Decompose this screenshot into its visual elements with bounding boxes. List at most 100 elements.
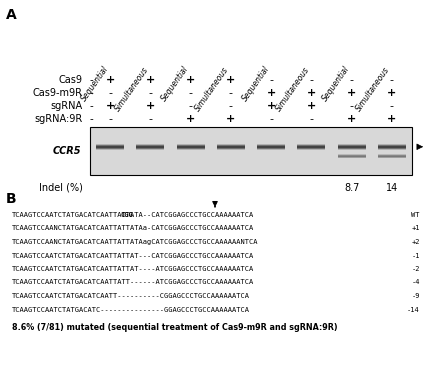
Text: B: B xyxy=(6,192,17,206)
Bar xyxy=(297,147,325,148)
Bar xyxy=(338,156,366,157)
Text: sgRNA:9R: sgRNA:9R xyxy=(35,114,83,124)
Bar xyxy=(297,144,325,145)
Bar xyxy=(338,147,366,148)
Text: -: - xyxy=(350,75,354,85)
Text: +: + xyxy=(347,114,356,124)
Text: -: - xyxy=(189,88,193,98)
Text: -: - xyxy=(229,101,233,111)
Text: +: + xyxy=(146,75,155,85)
Text: +: + xyxy=(226,114,235,124)
Bar xyxy=(338,148,366,149)
Bar xyxy=(378,156,406,157)
Text: TCAAGTCCAATCTATGACATCAATTATTATA--CATCGGAGCCCTGCCAAAAAATCA: TCAAGTCCAATCTATGACATCAATTATTATA--CATCGGA… xyxy=(12,212,254,218)
Text: Sequential: Sequential xyxy=(321,65,352,104)
Text: Cas9-m9R: Cas9-m9R xyxy=(33,88,83,98)
Text: +: + xyxy=(387,88,396,98)
Bar xyxy=(378,147,406,148)
Text: Sequential: Sequential xyxy=(79,65,110,104)
Text: -: - xyxy=(309,114,313,124)
Text: Simultaneous: Simultaneous xyxy=(193,65,231,113)
Bar xyxy=(257,147,285,148)
Bar xyxy=(96,147,124,148)
Bar xyxy=(96,144,124,145)
Text: -14: -14 xyxy=(407,307,420,312)
Bar xyxy=(137,144,164,145)
Bar xyxy=(257,146,285,147)
Bar xyxy=(378,145,406,146)
Bar xyxy=(96,146,124,147)
Text: 8.6% (7/81) mutated (sequential treatment of Cas9-m9R and sgRNA:9R): 8.6% (7/81) mutated (sequential treatmen… xyxy=(12,323,338,332)
Bar xyxy=(338,149,366,150)
Text: TCAAGTCCAATCTATGACATC---------------GGAGCCCTGCCAAAAAATCA: TCAAGTCCAATCTATGACATC---------------GGAG… xyxy=(12,307,250,312)
Bar xyxy=(338,154,366,155)
Bar xyxy=(378,149,406,150)
Text: Indel (%): Indel (%) xyxy=(39,183,83,193)
Text: 14: 14 xyxy=(386,183,398,193)
Bar xyxy=(257,144,285,145)
Text: Simultaneous: Simultaneous xyxy=(113,65,150,113)
Text: -: - xyxy=(350,101,354,111)
Bar xyxy=(217,146,245,147)
Text: -: - xyxy=(149,114,152,124)
Text: +: + xyxy=(267,88,276,98)
Text: 8.7: 8.7 xyxy=(344,183,360,193)
Bar xyxy=(257,149,285,150)
Bar xyxy=(338,157,366,158)
Text: CCR5: CCR5 xyxy=(53,146,81,156)
Text: -9: -9 xyxy=(411,293,420,299)
Bar xyxy=(177,145,205,146)
Text: +: + xyxy=(146,101,155,111)
Text: +2: +2 xyxy=(411,239,420,245)
Bar xyxy=(338,146,366,147)
Text: Simultaneous: Simultaneous xyxy=(274,65,312,113)
Bar xyxy=(297,148,325,149)
Text: Simultaneous: Simultaneous xyxy=(355,65,392,113)
Bar xyxy=(257,148,285,149)
Bar xyxy=(137,147,164,148)
Text: +: + xyxy=(347,88,356,98)
Text: -: - xyxy=(309,75,313,85)
Bar xyxy=(177,146,205,147)
Bar xyxy=(297,145,325,146)
Text: +: + xyxy=(186,114,195,124)
Text: -: - xyxy=(269,114,273,124)
Bar xyxy=(378,157,406,158)
Bar xyxy=(90,127,412,175)
Text: +: + xyxy=(387,114,396,124)
Bar xyxy=(297,149,325,150)
Bar xyxy=(378,144,406,145)
Bar xyxy=(378,148,406,149)
Bar xyxy=(378,154,406,155)
Text: +: + xyxy=(186,75,195,85)
Text: -: - xyxy=(108,88,112,98)
Text: -: - xyxy=(269,75,273,85)
Text: -: - xyxy=(89,114,93,124)
Text: TCAAGTCCAANCTATGACATCAATTATTATAa-CATCGGAGCCCTGCCAAAAAATCA: TCAAGTCCAANCTATGACATCAATTATTATAa-CATCGGA… xyxy=(12,226,254,231)
Text: +: + xyxy=(226,75,235,85)
Text: -4: -4 xyxy=(411,280,420,285)
Text: TCAAGTCCAANCTATGACATCAATTATTATAagCATCGGAGCCCTGCCAAAAAANTCA: TCAAGTCCAANCTATGACATCAATTATTATAagCATCGGA… xyxy=(12,239,259,245)
Bar xyxy=(137,146,164,147)
Bar xyxy=(177,144,205,145)
Text: -: - xyxy=(149,88,152,98)
Bar xyxy=(96,145,124,146)
Bar xyxy=(297,146,325,147)
Text: -2: -2 xyxy=(411,266,420,272)
Text: -1: -1 xyxy=(411,253,420,258)
Bar xyxy=(338,144,366,145)
Text: -: - xyxy=(189,101,193,111)
Bar xyxy=(217,149,245,150)
Bar xyxy=(137,145,164,146)
Text: sgRNA: sgRNA xyxy=(51,101,83,111)
Text: -: - xyxy=(89,75,93,85)
Bar xyxy=(96,148,124,149)
Text: +: + xyxy=(105,75,115,85)
Bar xyxy=(338,145,366,146)
Text: Sequential: Sequential xyxy=(240,65,271,104)
Bar xyxy=(217,145,245,146)
Text: -: - xyxy=(89,88,93,98)
Text: -: - xyxy=(89,101,93,111)
Bar xyxy=(177,147,205,148)
Text: -: - xyxy=(390,101,394,111)
